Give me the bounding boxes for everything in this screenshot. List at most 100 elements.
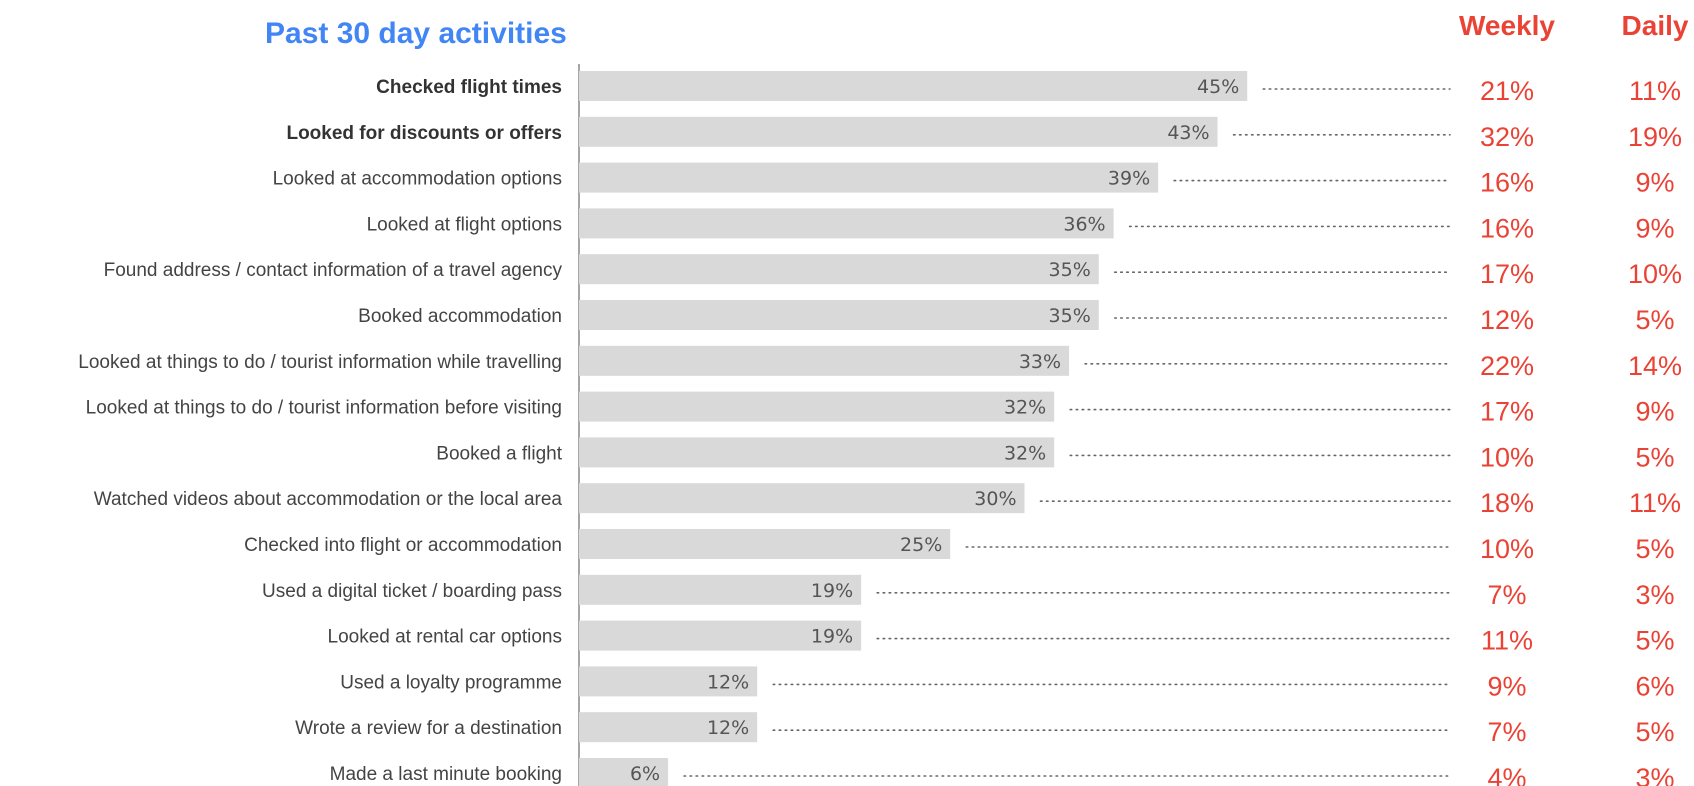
category-label: Looked at things to do / tourist informa… <box>78 352 562 373</box>
category-label: Checked into flight or accommodation <box>244 535 562 556</box>
bar-value-label: 39% <box>1108 168 1150 190</box>
bar <box>579 391 1055 422</box>
weekly-column-header: Weekly <box>1459 10 1555 41</box>
chart-row: Looked at things to do / tourist informa… <box>78 345 1682 381</box>
chart-row: Looked at accommodation options 39% 16% 9% <box>273 162 1675 198</box>
daily-value: 14% <box>1628 351 1682 381</box>
category-label: Used a digital ticket / boarding pass <box>262 581 562 602</box>
weekly-value: 10% <box>1480 442 1534 472</box>
chart-title: Past 30 day activities <box>265 17 567 50</box>
bar <box>579 483 1025 514</box>
category-label: Looked at accommodation options <box>273 169 562 190</box>
weekly-value: 16% <box>1480 168 1534 198</box>
bar <box>579 712 758 743</box>
chart-row: Used a digital ticket / boarding pass 19%… <box>262 574 1675 610</box>
daily-value: 5% <box>1635 534 1674 564</box>
bar <box>579 208 1114 239</box>
bar-value-label: 36% <box>1063 213 1105 235</box>
weekly-value: 7% <box>1487 717 1526 747</box>
bar-value-label: 32% <box>1004 442 1046 464</box>
bar-value-label: 19% <box>811 626 853 648</box>
bar <box>579 620 862 651</box>
daily-value: 6% <box>1635 671 1674 701</box>
weekly-value: 10% <box>1480 534 1534 564</box>
bar-value-label: 30% <box>974 488 1016 510</box>
weekly-value: 9% <box>1487 671 1526 701</box>
category-label: Looked at rental car options <box>328 627 563 648</box>
bar <box>579 300 1099 330</box>
bar-value-label: 32% <box>1004 397 1046 419</box>
category-label: Looked at things to do / tourist informa… <box>86 398 562 419</box>
category-label: Made a last minute booking <box>330 764 562 785</box>
chart-row: Watched videos about accommodation or th… <box>94 483 1681 518</box>
daily-value: 11% <box>1629 76 1681 106</box>
bar-value-label: 35% <box>1049 259 1091 281</box>
chart-row: Booked accommodation 35% 12% 5% <box>358 300 1675 335</box>
bar <box>579 162 1159 193</box>
weekly-value: 4% <box>1487 763 1526 786</box>
weekly-value: 16% <box>1480 213 1534 243</box>
category-label: Booked a flight <box>436 443 562 464</box>
daily-value: 5% <box>1635 305 1674 335</box>
weekly-value: 18% <box>1480 488 1534 518</box>
daily-value: 3% <box>1635 580 1674 610</box>
bar-value-label: 45% <box>1197 76 1239 98</box>
daily-value: 9% <box>1635 168 1674 198</box>
chart-row: Used a loyalty programme 12% 9% 6% <box>340 666 1675 701</box>
bar-value-label: 33% <box>1019 351 1061 373</box>
daily-value: 5% <box>1635 717 1674 747</box>
chart-row: Looked at flight options 36% 16% 9% <box>367 208 1675 243</box>
weekly-value: 21% <box>1480 76 1534 106</box>
chart-row: Made a last minute booking 6% 4% 3% <box>330 758 1675 786</box>
daily-value: 5% <box>1635 626 1674 656</box>
weekly-value: 12% <box>1480 305 1534 335</box>
chart-row: Wrote a review for a destination 12% 7% 5% <box>295 712 1675 747</box>
chart-row: Looked at things to do / tourist informa… <box>86 391 1675 427</box>
weekly-value: 7% <box>1487 580 1526 610</box>
daily-value: 3% <box>1635 763 1674 786</box>
daily-value: 9% <box>1635 213 1674 243</box>
category-label: Checked flight times <box>376 77 562 98</box>
bar-value-label: 25% <box>900 534 942 556</box>
bar <box>579 71 1248 101</box>
bar-value-label: 12% <box>707 717 749 739</box>
category-label: Used a loyalty programme <box>340 672 562 693</box>
category-label: Looked at flight options <box>367 214 562 235</box>
weekly-value: 11% <box>1481 626 1533 656</box>
daily-value: 9% <box>1635 397 1674 427</box>
bar-value-label: 12% <box>707 671 749 693</box>
bar <box>579 574 862 605</box>
bar-value-label: 6% <box>630 763 660 785</box>
weekly-value: 32% <box>1480 122 1534 152</box>
bar <box>579 437 1055 468</box>
category-label: Booked accommodation <box>358 306 562 327</box>
bar <box>579 345 1070 376</box>
category-label: Looked for discounts or offers <box>286 123 562 144</box>
bar <box>579 116 1218 147</box>
chart-rows: Checked flight times 45% 21% 11% Looked for … <box>78 71 1682 786</box>
weekly-value: 17% <box>1480 259 1534 289</box>
bar-value-label: 35% <box>1049 305 1091 327</box>
chart-row: Checked into flight or accommodation 25% 1… <box>244 529 1675 564</box>
bar-value-label: 19% <box>811 580 853 602</box>
chart-row: Checked flight times 45% 21% 11% <box>376 71 1681 106</box>
weekly-value: 17% <box>1480 397 1534 427</box>
category-label: Found address / contact information of a… <box>104 260 563 281</box>
chart-row: Found address / contact information of a… <box>104 254 1682 289</box>
daily-value: 10% <box>1628 259 1682 289</box>
chart-row: Looked for discounts or offers 43% 32% 19% <box>286 116 1682 152</box>
bar <box>579 666 758 697</box>
bar <box>579 758 669 786</box>
daily-value: 5% <box>1635 442 1674 472</box>
daily-column-header: Daily <box>1622 10 1689 41</box>
chart-row: Looked at rental car options 19% 11% 5% <box>328 620 1675 656</box>
bar-value-label: 43% <box>1167 122 1209 144</box>
bar <box>579 529 951 559</box>
daily-value: 19% <box>1628 122 1682 152</box>
bar <box>579 254 1099 285</box>
category-label: Wrote a review for a destination <box>295 718 562 739</box>
chart-row: Booked a flight 32% 10% 5% <box>436 437 1675 472</box>
daily-value: 11% <box>1629 488 1681 518</box>
weekly-value: 22% <box>1480 351 1534 381</box>
